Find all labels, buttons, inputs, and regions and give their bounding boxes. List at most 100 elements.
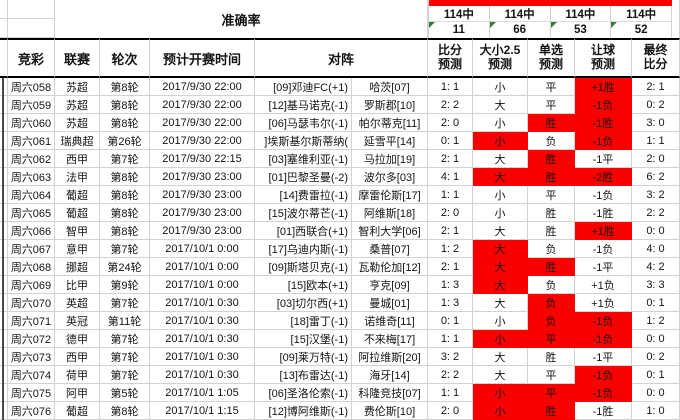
over-under-prediction-cell[interactable]: 小 xyxy=(473,114,528,132)
league-cell[interactable]: 阿甲 xyxy=(55,384,100,402)
over-under-prediction-cell[interactable]: 小 xyxy=(473,78,528,96)
over-under-prediction-cell[interactable]: 小 xyxy=(473,402,528,420)
match-id-cell[interactable]: 周六066 xyxy=(8,222,55,240)
match-id-cell[interactable]: 周六072 xyxy=(8,330,55,348)
over-under-prediction-cell[interactable]: 小 xyxy=(473,384,528,402)
over-under-prediction-cell[interactable]: 大 xyxy=(473,348,528,366)
kickoff-time-cell[interactable]: 2017/10/1 1:15 xyxy=(150,402,255,420)
round-cell[interactable]: 第5轮 xyxy=(100,384,150,402)
over-under-prediction-cell[interactable]: 小 xyxy=(473,312,528,330)
pick-prediction-cell[interactable]: 负 xyxy=(528,312,575,330)
kickoff-time-cell[interactable]: 2017/10/1 0:00 xyxy=(150,258,255,276)
handicap-prediction-cell[interactable]: -1负 xyxy=(575,384,632,402)
handicap-prediction-cell[interactable]: +1负 xyxy=(575,276,632,294)
over-under-prediction-cell[interactable]: 大 xyxy=(473,96,528,114)
score-prediction-cell[interactable]: 0: 1 xyxy=(428,132,473,150)
header-handicap-prediction[interactable]: 让球 预测 xyxy=(575,38,632,78)
home-team-cell[interactable]: [15]欧本(+1) xyxy=(255,276,352,294)
handicap-prediction-cell[interactable]: -1负 xyxy=(575,132,632,150)
round-cell[interactable]: 第8轮 xyxy=(100,186,150,204)
league-cell[interactable]: 意甲 xyxy=(55,240,100,258)
pick-prediction-cell[interactable]: 平 xyxy=(528,186,575,204)
pick-prediction-cell[interactable]: 平 xyxy=(528,330,575,348)
away-team-cell[interactable]: 延雪平[14] xyxy=(352,132,428,150)
away-team-cell[interactable]: 帕尔蒂克[11] xyxy=(352,114,428,132)
pick-prediction-cell[interactable]: 胜 xyxy=(528,204,575,222)
score-prediction-cell[interactable]: 2: 1 xyxy=(428,150,473,168)
final-score-cell[interactable]: 2: 2 xyxy=(632,204,680,222)
handicap-prediction-cell[interactable]: -1负 xyxy=(575,330,632,348)
match-id-cell[interactable]: 周六069 xyxy=(8,276,55,294)
kickoff-time-cell[interactable]: 2017/10/1 0:30 xyxy=(150,366,255,384)
score-prediction-cell[interactable]: 1: 1 xyxy=(428,330,473,348)
league-cell[interactable]: 英冠 xyxy=(55,312,100,330)
round-cell[interactable]: 第7轮 xyxy=(100,330,150,348)
accuracy-stat-cell[interactable]: 114中 52 xyxy=(611,6,672,38)
away-team-cell[interactable]: 阿拉维斯[20] xyxy=(352,348,428,366)
score-prediction-cell[interactable]: 4: 1 xyxy=(428,168,473,186)
kickoff-time-cell[interactable]: 2017/9/30 22:00 xyxy=(150,78,255,96)
match-id-cell[interactable]: 周六062 xyxy=(8,150,55,168)
home-team-cell[interactable]: [06]马瑟韦尔(-1) xyxy=(255,114,352,132)
away-team-cell[interactable]: 摩雷伦斯[17] xyxy=(352,186,428,204)
league-cell[interactable]: 葡超 xyxy=(55,186,100,204)
round-cell[interactable]: 第11轮 xyxy=(100,312,150,330)
accuracy-stat-cell[interactable]: 114中 66 xyxy=(489,6,551,38)
league-cell[interactable]: 苏超 xyxy=(55,114,100,132)
handicap-prediction-cell[interactable]: -1胜 xyxy=(575,114,632,132)
league-cell[interactable]: 比甲 xyxy=(55,276,100,294)
accuracy-stat-cell[interactable]: 114中 53 xyxy=(550,6,612,38)
header-league[interactable]: 联赛 xyxy=(55,38,100,78)
header-over-under-prediction[interactable]: 大小2.5 预测 xyxy=(473,38,528,78)
score-prediction-cell[interactable]: 1: 3 xyxy=(428,294,473,312)
league-cell[interactable]: 葡超 xyxy=(55,204,100,222)
league-cell[interactable]: 英超 xyxy=(55,294,100,312)
kickoff-time-cell[interactable]: 2017/9/30 22:15 xyxy=(150,150,255,168)
over-under-prediction-cell[interactable]: 小 xyxy=(473,132,528,150)
match-id-cell[interactable]: 周六074 xyxy=(8,366,55,384)
pick-prediction-cell[interactable]: 负 xyxy=(528,276,575,294)
home-team-cell[interactable]: [01]巴黎圣曼(-2) xyxy=(255,168,352,186)
kickoff-time-cell[interactable]: 2017/10/1 0:00 xyxy=(150,276,255,294)
score-prediction-cell[interactable]: 1: 2 xyxy=(428,240,473,258)
header-final-score[interactable]: 最终 比分 xyxy=(632,38,680,78)
handicap-prediction-cell[interactable]: -1负 xyxy=(575,186,632,204)
kickoff-time-cell[interactable]: 2017/10/1 0:30 xyxy=(150,330,255,348)
kickoff-time-cell[interactable]: 2017/9/30 23:00 xyxy=(150,204,255,222)
over-under-prediction-cell[interactable]: 大 xyxy=(473,276,528,294)
home-team-cell[interactable]: [03]塞维利亚(-1) xyxy=(255,150,352,168)
handicap-prediction-cell[interactable]: -1平 xyxy=(575,258,632,276)
score-prediction-cell[interactable]: 3: 2 xyxy=(428,348,473,366)
kickoff-time-cell[interactable]: 2017/9/30 23:00 xyxy=(150,186,255,204)
pick-prediction-cell[interactable]: 负 xyxy=(528,240,575,258)
round-cell[interactable]: 第8轮 xyxy=(100,168,150,186)
league-cell[interactable]: 西甲 xyxy=(55,150,100,168)
final-score-cell[interactable]: 4: 2 xyxy=(632,258,680,276)
score-prediction-cell[interactable]: 2: 2 xyxy=(428,96,473,114)
handicap-prediction-cell[interactable]: -1负 xyxy=(575,96,632,114)
home-team-cell[interactable]: [18]雷丁(-1) xyxy=(255,312,352,330)
away-team-cell[interactable]: 瓦勒伦加[12] xyxy=(352,258,428,276)
final-score-cell[interactable]: 3: 0 xyxy=(632,114,680,132)
league-cell[interactable]: 西甲 xyxy=(55,348,100,366)
away-team-cell[interactable]: 费伦斯[10] xyxy=(352,402,428,420)
score-prediction-cell[interactable]: 2: 1 xyxy=(428,222,473,240)
round-cell[interactable]: 第8轮 xyxy=(100,402,150,420)
over-under-prediction-cell[interactable]: 大 xyxy=(473,240,528,258)
round-cell[interactable]: 第8轮 xyxy=(100,96,150,114)
match-id-cell[interactable]: 周六068 xyxy=(8,258,55,276)
league-cell[interactable]: 葡超 xyxy=(55,402,100,420)
over-under-prediction-cell[interactable]: 小 xyxy=(473,204,528,222)
over-under-prediction-cell[interactable]: 小 xyxy=(473,186,528,204)
kickoff-time-cell[interactable]: 2017/9/30 23:00 xyxy=(150,222,255,240)
over-under-prediction-cell[interactable]: 大 xyxy=(473,150,528,168)
final-score-cell[interactable]: 1: 2 xyxy=(632,312,680,330)
handicap-prediction-cell[interactable]: -1负 xyxy=(575,312,632,330)
final-score-cell[interactable]: 0: 0 xyxy=(632,222,680,240)
score-prediction-cell[interactable]: 1: 3 xyxy=(428,276,473,294)
final-score-cell[interactable]: 0: 1 xyxy=(632,366,680,384)
score-prediction-cell[interactable]: 2: 0 xyxy=(428,204,473,222)
round-cell[interactable]: 第7轮 xyxy=(100,294,150,312)
home-team-cell[interactable]: [09]莱万特(-1) xyxy=(255,348,352,366)
pick-prediction-cell[interactable]: 胜 xyxy=(528,168,575,186)
